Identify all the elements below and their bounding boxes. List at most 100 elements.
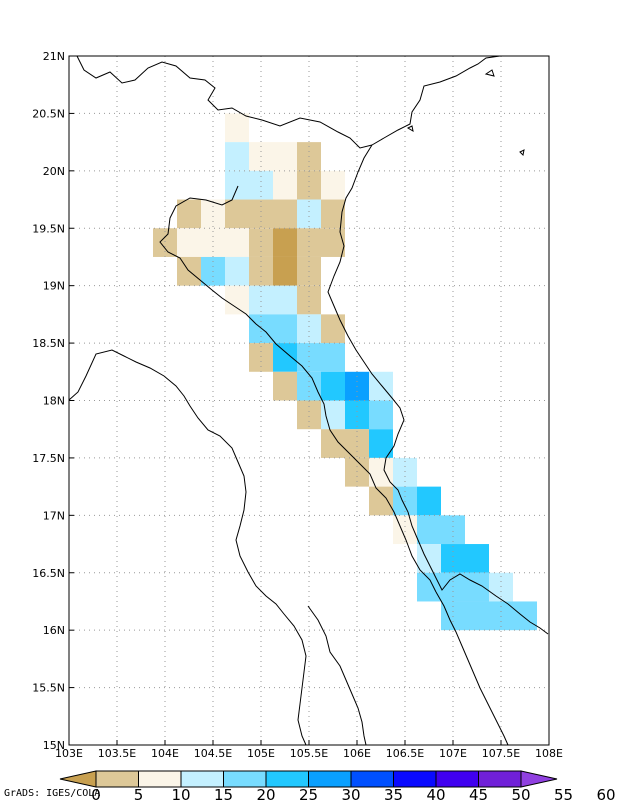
colorbar-label: 35 (384, 786, 403, 800)
colorbar-label: 40 (426, 786, 445, 800)
grads-credit: GrADS: IGES/COLA (4, 788, 100, 799)
x-axis-ticks: 103E 103.5E 104E 104.5E 105E 105.5E 106E 106.5E… (55, 740, 563, 760)
precip-cell (225, 170, 249, 200)
precip-cell (297, 343, 321, 372)
y-tick-label: 18.5N (32, 337, 65, 350)
colorbar-label: 30 (341, 786, 360, 800)
precip-cell (201, 228, 225, 257)
precip-cell (297, 199, 321, 229)
precip-cell (273, 371, 297, 401)
precip-cell (273, 314, 297, 344)
x-tick-label: 104.5E (194, 747, 232, 760)
y-tick-label: 15N (43, 739, 65, 752)
precip-cell (321, 314, 345, 344)
precip-cell (513, 601, 537, 631)
lat-lon-grid (69, 56, 549, 745)
colorbar-label: 25 (299, 786, 318, 800)
precip-cell (249, 343, 273, 372)
precip-cell (297, 228, 321, 257)
precip-cell (177, 199, 201, 229)
precip-cell (225, 256, 249, 286)
y-tick-label: 20.5N (32, 107, 65, 120)
island-3 (406, 125, 414, 133)
precip-cell (297, 400, 321, 430)
precip-cell (321, 429, 345, 458)
precip-cell (321, 371, 345, 401)
y-tick-label: 16N (43, 624, 65, 637)
southern-border (435, 591, 509, 746)
precip-cell (225, 142, 249, 171)
precip-cell (345, 429, 369, 458)
precip-cell (273, 142, 297, 171)
colorbar: 0 5 10 15 20 25 30 35 40 45 50 55 60 (59, 770, 616, 800)
x-tick-label: 108E (535, 747, 563, 760)
colorbar-swatch (265, 770, 309, 788)
precip-cell (321, 228, 345, 257)
precip-cell (225, 285, 249, 315)
colorbar-underflow (59, 770, 97, 788)
colorbar-swatch (393, 770, 437, 788)
colorbar-swatch (350, 770, 394, 788)
colorbar-overflow (520, 770, 558, 788)
precip-cell (297, 170, 321, 200)
x-tick-label: 105E (247, 747, 275, 760)
precip-cell (249, 199, 273, 229)
colorbar-label: 15 (214, 786, 233, 800)
x-tick-label: 106E (343, 747, 371, 760)
precip-cell (321, 400, 345, 430)
precip-cell (273, 256, 297, 286)
precip-cell (417, 515, 441, 545)
inner-border (307, 605, 367, 746)
colorbar-swatch (223, 770, 267, 788)
country-borders (68, 55, 549, 746)
precip-cell (249, 285, 273, 315)
tonkin-coastline (371, 55, 501, 146)
colorbar-swatch (435, 770, 479, 788)
y-tick-label: 16.5N (32, 567, 65, 580)
laos-thailand-border (68, 349, 307, 746)
precip-cell (273, 285, 297, 315)
precip-cell (249, 314, 273, 344)
precip-cell (297, 314, 321, 344)
precip-cell (369, 400, 393, 430)
colorbar-swatch (478, 770, 522, 788)
precip-cell (225, 113, 249, 143)
colorbar-label: 0 (91, 786, 101, 800)
colorbar-swatch (95, 770, 139, 788)
precip-cell (153, 228, 177, 257)
colorbar-label: 55 (554, 786, 573, 800)
precip-cell (417, 486, 441, 516)
colorbar-label: 60 (596, 786, 615, 800)
x-tick-label: 106.5E (386, 747, 424, 760)
precipitation-cells (153, 113, 537, 631)
vietnam-coastline (327, 144, 549, 635)
china-vietnam-border (76, 55, 373, 149)
precip-cell (369, 371, 393, 401)
island-1 (484, 69, 495, 77)
precip-cell (273, 170, 297, 200)
y-tick-label: 19.5N (32, 222, 65, 235)
y-tick-label: 21N (43, 50, 65, 63)
precip-cell (441, 515, 465, 545)
precip-cell (369, 486, 393, 516)
y-tick-label: 17N (43, 509, 65, 522)
x-tick-label: 103.5E (98, 747, 136, 760)
precip-cell (345, 457, 369, 487)
colorbar-swatch (180, 770, 224, 788)
colorbar-swatch (308, 770, 352, 788)
y-tick-label: 15.5N (32, 682, 65, 695)
precip-cell (201, 199, 225, 229)
colorbar-label: 50 (511, 786, 530, 800)
x-tick-label: 107.5E (482, 747, 520, 760)
precip-cell (465, 601, 489, 631)
y-tick-label: 19N (43, 280, 65, 293)
y-tick-label: 18N (43, 395, 65, 408)
x-tick-label: 107E (439, 747, 467, 760)
precip-cell (249, 170, 273, 200)
precip-cell (249, 228, 273, 257)
y-axis-ticks: 21N 20.5N 20N 19.5N 19N 18.5N 18N 17.5N 17N 16.5N… (32, 50, 74, 752)
precip-cell (393, 457, 417, 487)
precip-cell (273, 343, 297, 372)
precip-cell (489, 572, 513, 602)
